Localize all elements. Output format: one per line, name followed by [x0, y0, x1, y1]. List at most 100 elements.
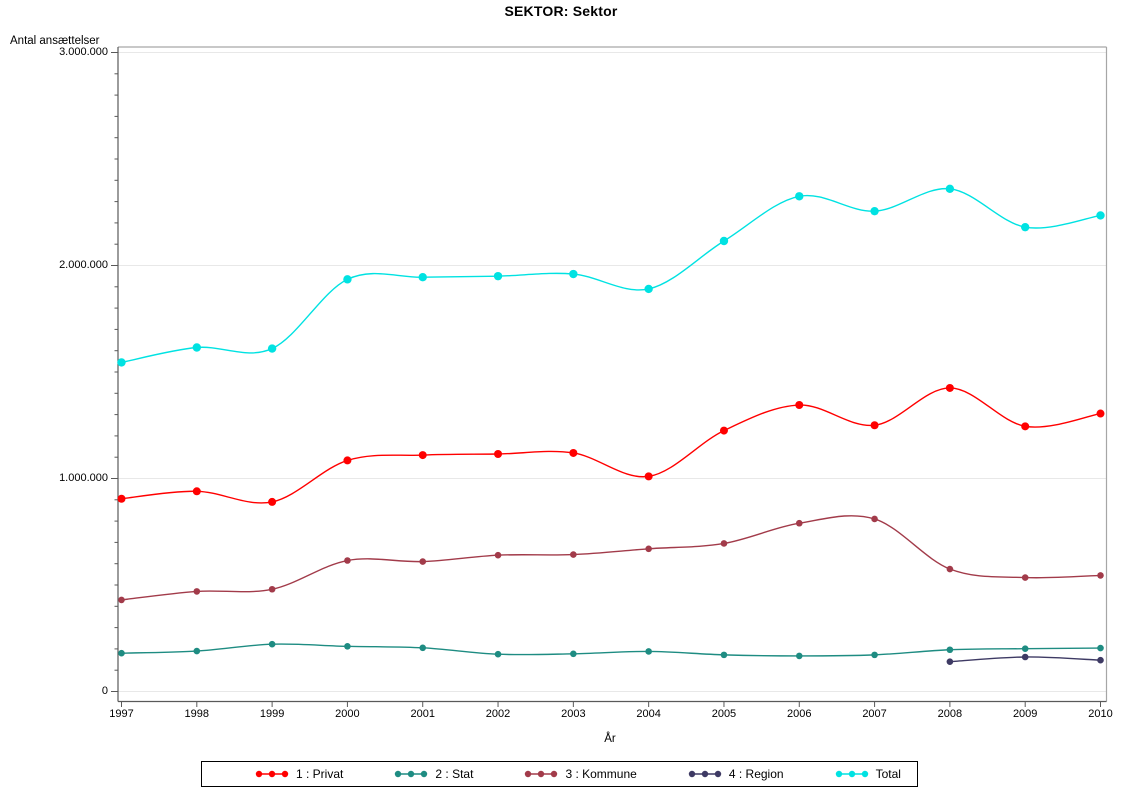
legend-item-label: 2 : Stat: [435, 767, 474, 781]
legend-marker-icon: [835, 770, 868, 778]
data-point: [1021, 645, 1029, 652]
x-tick-label: 2008: [937, 708, 963, 720]
data-point: [569, 448, 578, 457]
data-point: [193, 588, 201, 595]
data-point: [569, 269, 578, 279]
legend-marker-icon: [255, 770, 289, 778]
data-point: [946, 646, 954, 654]
data-point: [719, 236, 729, 246]
x-tick-label: 2003: [561, 708, 586, 720]
legend-item-4: 4 : Region: [687, 767, 784, 781]
data-point: [644, 284, 653, 294]
data-point: [1096, 409, 1105, 418]
x-axis-title: År: [604, 733, 616, 745]
legend-item-1: 1 : Privat: [254, 767, 343, 781]
data-point: [419, 644, 427, 652]
y-tick-label: 2.000.000: [59, 258, 108, 271]
data-point: [343, 456, 352, 465]
series-line-2: [121, 643, 1101, 657]
data-point: [193, 647, 201, 655]
data-point: [719, 426, 728, 435]
data-point: [1097, 656, 1104, 664]
data-point: [118, 596, 125, 604]
data-point: [870, 206, 879, 216]
x-tick-label: 2005: [711, 708, 737, 720]
data-point: [192, 487, 201, 496]
data-point: [1020, 222, 1030, 232]
data-point: [494, 450, 503, 459]
data-point: [570, 551, 577, 558]
data-point: [268, 585, 276, 593]
data-point: [795, 401, 804, 410]
data-point: [870, 421, 879, 430]
x-tick-label: 2002: [485, 708, 511, 720]
data-point: [494, 551, 502, 559]
data-point: [493, 271, 503, 281]
y-tick-label: 0: [101, 684, 108, 697]
data-point: [1021, 422, 1030, 431]
x-tick-label: 2004: [636, 708, 661, 720]
data-point: [871, 651, 878, 659]
data-point: [645, 648, 652, 655]
legend-item-label: 3 : Kommune: [565, 767, 637, 781]
legend-item-label: 4 : Region: [728, 767, 784, 781]
x-tick-label: 2010: [1088, 708, 1113, 720]
y-tick-label: 1.000.000: [59, 471, 108, 484]
data-point: [1021, 574, 1029, 581]
data-point: [494, 650, 502, 658]
x-tick-label: 2009: [1012, 708, 1038, 720]
data-point: [1096, 211, 1105, 220]
data-point: [419, 558, 427, 565]
y-axis-title: Antal ansættelser: [10, 35, 100, 47]
series-line-5: [121, 188, 1101, 364]
y-tick-label: 3.000.000: [59, 45, 108, 58]
x-tick-label: 1998: [184, 708, 210, 720]
data-point: [795, 192, 804, 201]
data-point: [795, 519, 803, 527]
data-point: [570, 650, 577, 658]
data-point: [418, 451, 427, 460]
legend-item-label: Total: [875, 767, 901, 781]
data-point: [795, 652, 803, 660]
legend-marker-icon: [688, 770, 722, 778]
x-tick-label: 2006: [787, 708, 812, 720]
data-point: [343, 275, 352, 284]
data-point: [418, 273, 427, 282]
data-point: [946, 565, 954, 573]
data-point: [720, 540, 728, 547]
data-point: [117, 494, 126, 503]
legend-marker-icon: [395, 770, 428, 778]
series-line-1: [121, 387, 1101, 504]
chart-title: SEKTOR: Sektor: [504, 3, 618, 19]
x-tick-label: 1997: [109, 708, 134, 720]
legend-marker-icon: [525, 770, 558, 778]
data-point: [946, 658, 954, 665]
data-point: [1097, 644, 1104, 652]
data-point: [945, 184, 955, 194]
legend-item-3: 3 : Kommune: [523, 767, 637, 781]
x-tick-label: 2001: [410, 708, 435, 720]
data-point: [344, 643, 351, 650]
data-point: [871, 515, 878, 523]
legend-item-2: 2 : Stat: [393, 767, 473, 781]
x-tick-label: 2007: [862, 708, 887, 720]
data-point: [268, 640, 276, 648]
data-point: [192, 343, 202, 352]
series-line-3: [121, 515, 1101, 601]
data-point: [645, 545, 652, 553]
data-point: [268, 497, 277, 506]
x-tick-label: 2000: [335, 708, 360, 720]
data-point: [945, 383, 954, 392]
data-point: [720, 651, 728, 659]
legend-item-5: Total: [834, 767, 901, 781]
data-point: [644, 472, 653, 481]
data-point: [267, 344, 277, 353]
data-point: [117, 358, 126, 367]
legend-item-label: 1 : Privat: [296, 767, 344, 781]
legend: 1 : Privat 2 : Stat 3 : Kommune 4 : Region T…: [201, 761, 918, 787]
x-tick-label: 1999: [259, 708, 285, 720]
data-point: [344, 557, 351, 564]
data-point: [118, 649, 125, 657]
